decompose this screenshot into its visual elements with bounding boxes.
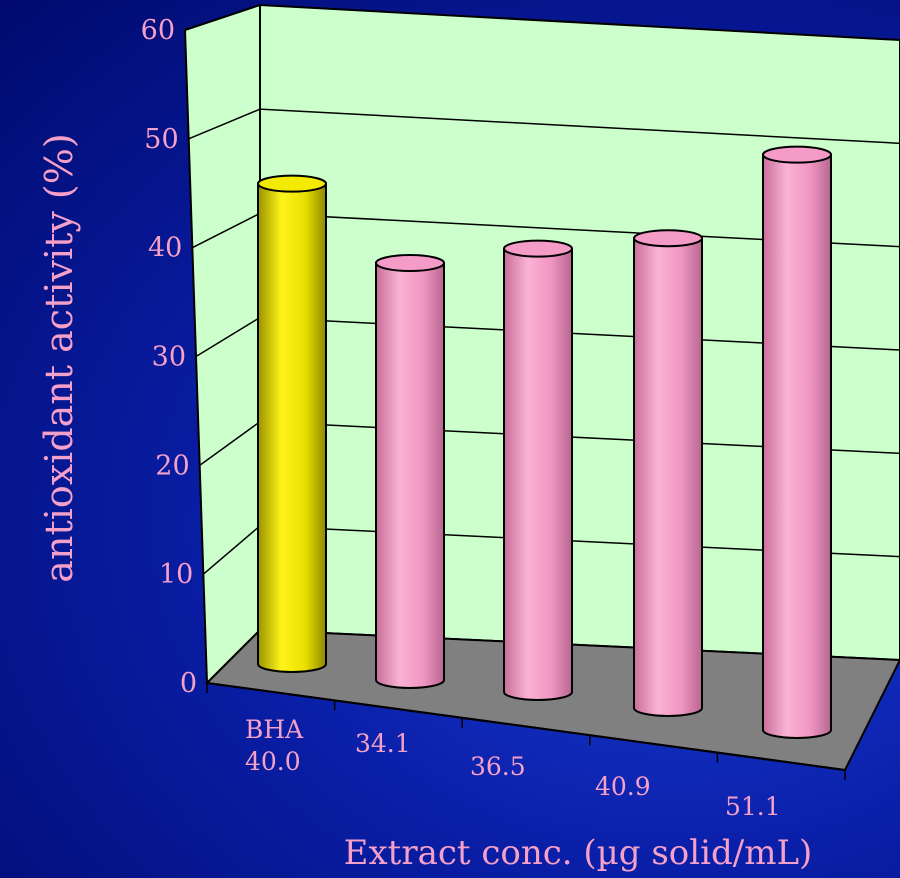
x-tick-label: 34.1 [355,729,411,758]
bar [503,239,573,701]
bar [375,254,445,689]
x-axis-label: Extract conc. (µg solid/mL) [344,833,813,873]
y-tick-label: 60 [141,15,175,46]
y-axis-label: antioxidant activity (%) [37,133,81,582]
x-tick-label: 36.5 [470,752,526,781]
bar [633,229,703,717]
y-tick-label: 50 [144,124,178,155]
y-tick-label: 0 [180,668,197,699]
y-tick-labels: 0 10 20 30 40 50 60 [141,15,197,699]
x-tick-label: BHA 40.0 [245,715,304,776]
y-tick-label: 40 [148,233,182,264]
bar [762,145,832,739]
y-tick-label: 20 [155,450,189,481]
x-tick-marks [206,683,846,780]
x-axis-line [206,682,846,771]
category-labels: BHA 40.0 34.1 36.5 40.9 51.1 [245,715,781,821]
y-tick-label: 30 [152,342,186,373]
gridline [188,108,900,145]
x-tick-label: 40.9 [595,772,651,801]
bars [257,145,832,739]
left-wall [183,3,261,686]
bar [257,174,327,673]
x-tick-label: 51.1 [725,792,781,821]
y-tick-label: 10 [159,559,193,590]
